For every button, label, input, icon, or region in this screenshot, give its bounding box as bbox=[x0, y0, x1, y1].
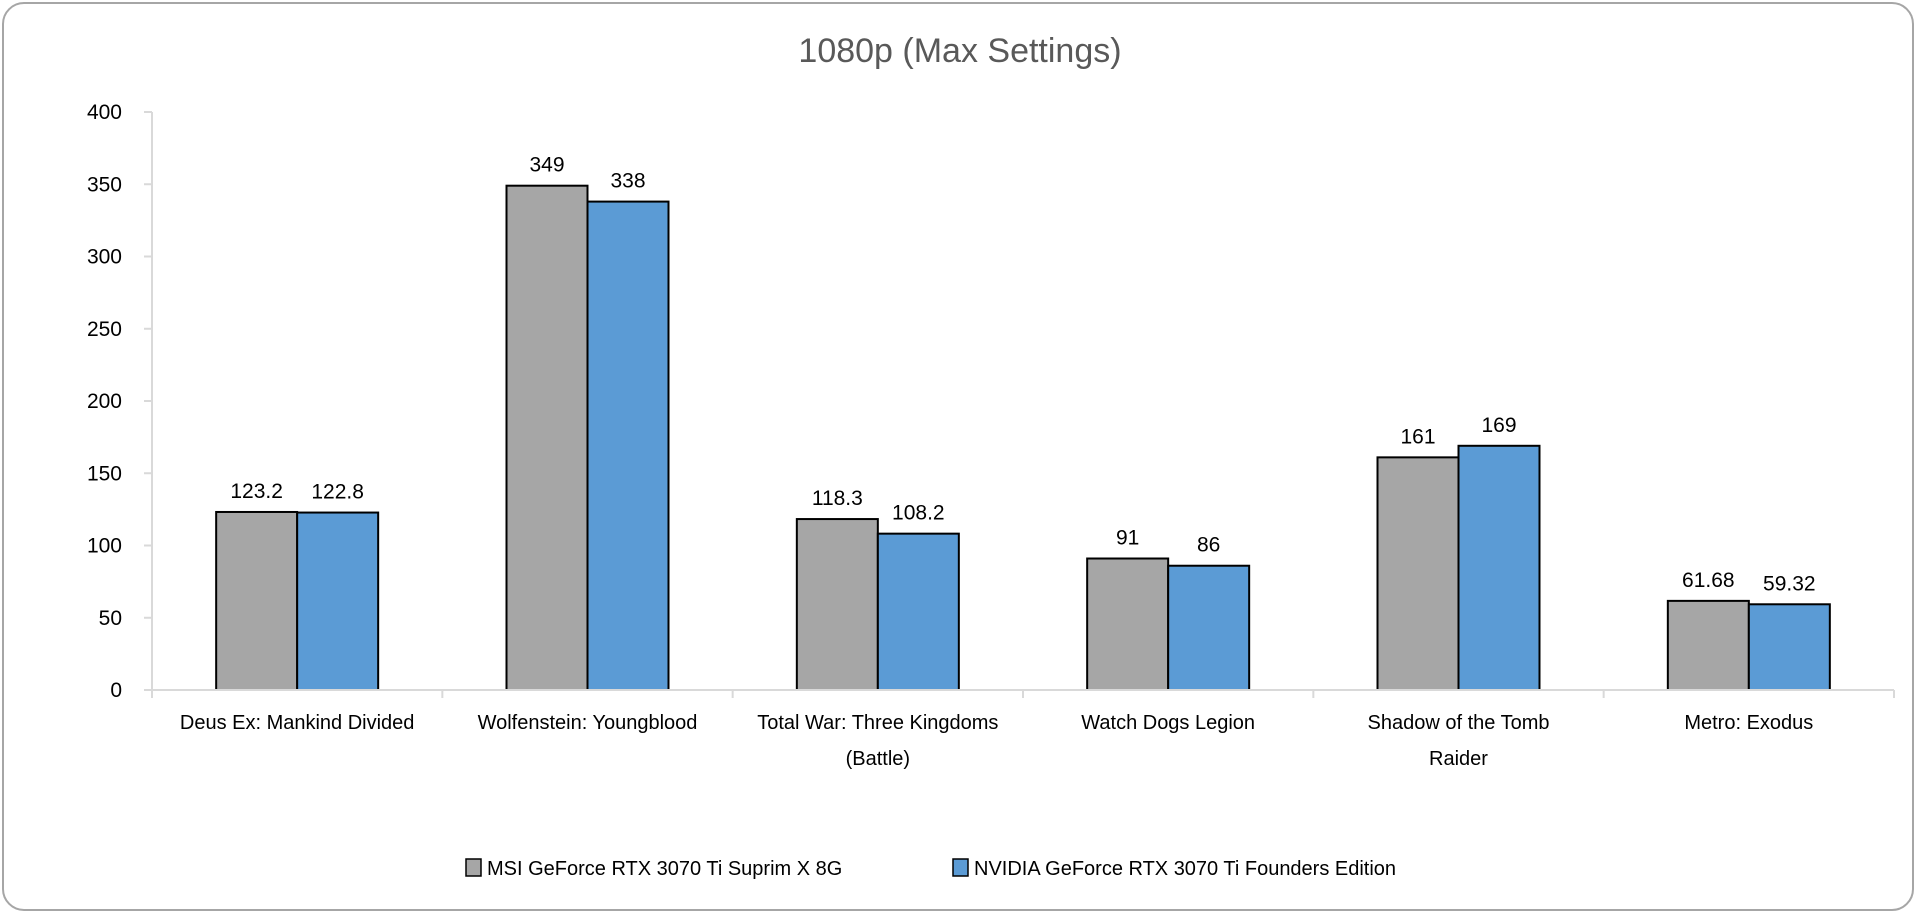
bar-value-label: 161 bbox=[1400, 425, 1435, 448]
x-category-label: Metro: Exodus bbox=[1684, 712, 1813, 734]
y-tick-label: 150 bbox=[87, 462, 122, 485]
x-category-label: Deus Ex: Mankind Divided bbox=[180, 712, 415, 734]
x-category-line: Metro: Exodus bbox=[1684, 712, 1813, 734]
legend-swatch bbox=[952, 858, 969, 877]
bar-value-label: 118.3 bbox=[812, 487, 863, 510]
chart-title: 1080p (Max Settings) bbox=[798, 32, 1121, 70]
bar-value-label: 91 bbox=[1116, 527, 1139, 550]
x-axis: Deus Ex: Mankind Divided Wolfenstein: You… bbox=[151, 689, 1895, 770]
y-tick-label: 200 bbox=[87, 390, 122, 413]
bar bbox=[215, 510, 299, 692]
bar-value-label: 349 bbox=[529, 154, 564, 177]
y-tick-label: 400 bbox=[87, 101, 122, 124]
bar bbox=[1167, 564, 1251, 691]
x-category-label: Watch Dogs Legion bbox=[1081, 712, 1255, 734]
legend-label: NVIDIA GeForce RTX 3070 Ti Founders Edit… bbox=[974, 858, 1396, 880]
x-category-line: Raider bbox=[1429, 748, 1488, 770]
y-tick-label: 100 bbox=[87, 535, 122, 558]
y-tick-label: 0 bbox=[110, 679, 122, 702]
bar bbox=[795, 518, 879, 692]
y-tick-label: 250 bbox=[87, 318, 122, 341]
x-category-label: Wolfenstein: Youngblood bbox=[478, 712, 698, 734]
bar-value-label: 61.68 bbox=[1682, 569, 1735, 592]
bar bbox=[586, 200, 670, 691]
legend-swatch bbox=[465, 858, 482, 877]
bar-value-label: 169 bbox=[1481, 414, 1516, 437]
bar bbox=[1666, 599, 1750, 691]
x-category-label: Shadow of the Tomb Raider bbox=[1368, 712, 1550, 770]
bar-value-label: 123.2 bbox=[230, 480, 283, 503]
y-tick-label: 350 bbox=[87, 173, 122, 196]
x-category-line: Wolfenstein: Youngblood bbox=[478, 712, 698, 734]
y-tick-label: 300 bbox=[87, 246, 122, 269]
bar bbox=[1086, 557, 1170, 691]
bar bbox=[1376, 456, 1460, 692]
bar-value-label: 86 bbox=[1197, 534, 1220, 557]
bars-group bbox=[215, 184, 1831, 692]
legend: MSI GeForce RTX 3070 Ti Suprim X 8G NVIDI… bbox=[465, 858, 1396, 880]
bar-value-label: 108.2 bbox=[892, 502, 945, 525]
legend-label: MSI GeForce RTX 3070 Ti Suprim X 8G bbox=[487, 858, 842, 880]
x-category-label: Total War: Three Kingdoms (Battle) bbox=[757, 712, 998, 770]
bar bbox=[1457, 444, 1541, 692]
bar-value-label: 338 bbox=[610, 170, 645, 193]
value-labels-group: 123.2 122.8 349 338 118.3 108.2 91 86 161 169 61.6… bbox=[230, 154, 1815, 596]
x-category-line: Shadow of the Tomb bbox=[1368, 712, 1550, 734]
bar-value-label: 59.32 bbox=[1763, 572, 1816, 595]
bar bbox=[296, 511, 380, 692]
y-axis: 0 50 100 150 200 250 300 350 400 bbox=[87, 101, 153, 702]
bar bbox=[1747, 603, 1831, 691]
bar bbox=[505, 184, 589, 691]
x-category-line: Deus Ex: Mankind Divided bbox=[180, 712, 415, 734]
bar-value-label: 122.8 bbox=[311, 481, 364, 504]
x-category-line: (Battle) bbox=[846, 748, 910, 770]
bar bbox=[876, 532, 960, 691]
y-tick-label: 50 bbox=[99, 607, 122, 630]
x-category-line: Watch Dogs Legion bbox=[1081, 712, 1255, 734]
x-category-line: Total War: Three Kingdoms bbox=[757, 712, 998, 734]
